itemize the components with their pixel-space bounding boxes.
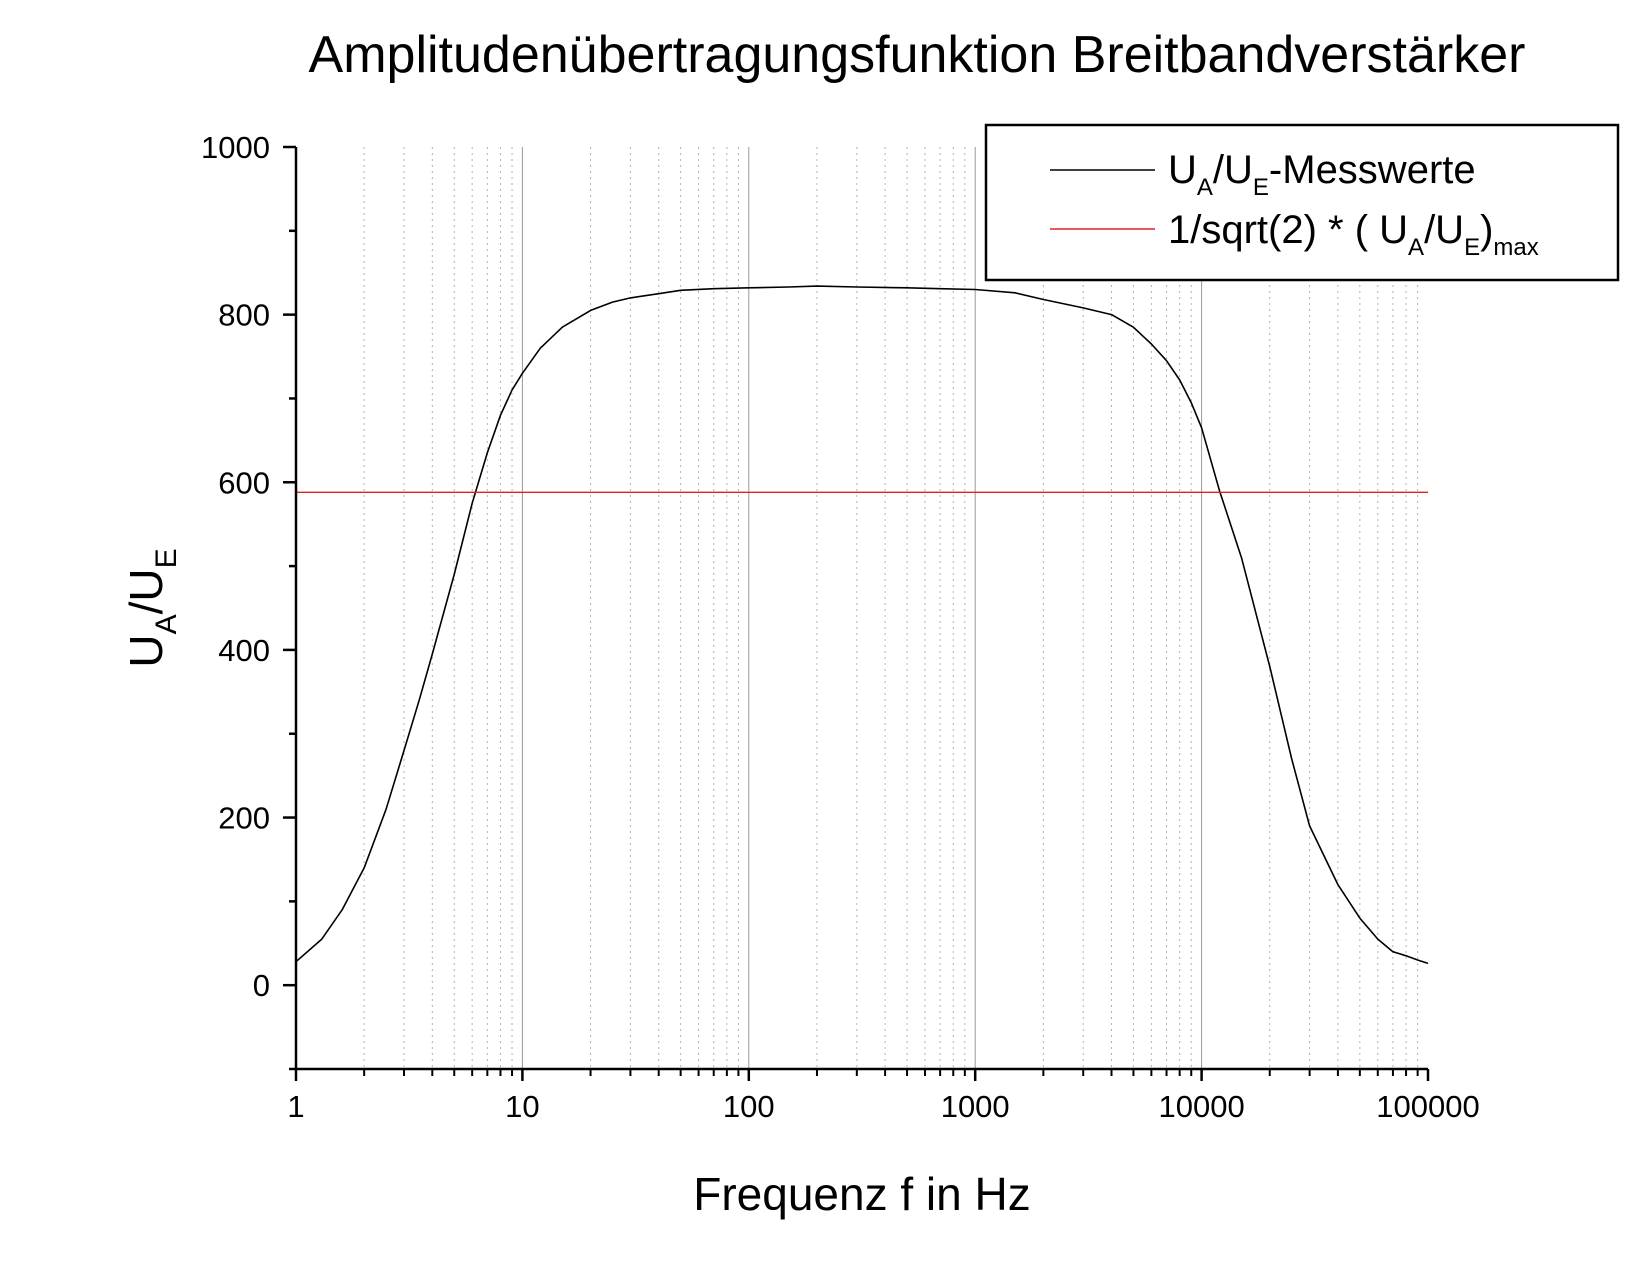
legend-label-threshold: 1/sqrt(2) * ( UA/UE)max (1168, 208, 1539, 261)
x-tick-label: 100 (723, 1089, 775, 1124)
chart-title: Amplitudenübertragungsfunktion Breitband… (309, 26, 1526, 84)
y-ticks: 0 200 400 600 800 1000 (201, 130, 296, 1071)
y-tick-label: 200 (218, 801, 270, 836)
x-tick-label: 1 (287, 1089, 304, 1124)
y-tick-label: 800 (218, 298, 270, 333)
x-tick-label: 100000 (1376, 1089, 1479, 1124)
series-layer (295, 285, 1429, 965)
y-tick-label: 0 (253, 968, 270, 1003)
legend: UA/UE-Messwerte 1/sqrt(2) * ( UA/UE)max (984, 123, 1620, 282)
axes (294, 147, 1428, 1071)
legend-box (984, 123, 1620, 282)
legend-label-measured: UA/UE-Messwerte (1168, 148, 1476, 201)
y-tick-label: 400 (218, 633, 270, 668)
y-tick-label: 600 (218, 465, 270, 500)
x-tick-label: 1000 (941, 1089, 1010, 1124)
x-tick-label: 10000 (1158, 1089, 1244, 1124)
x-ticks: 1 10 100 1000 10000 100000 (287, 1069, 1480, 1124)
x-tick-label: 10 (505, 1089, 539, 1124)
y-axis-title: UA/UE (120, 548, 183, 667)
grid (363, 147, 1419, 1069)
y-tick-label: 1000 (201, 130, 270, 165)
series-line-measured (295, 285, 1429, 965)
x-axis-title: Frequenz f in Hz (693, 1168, 1030, 1220)
